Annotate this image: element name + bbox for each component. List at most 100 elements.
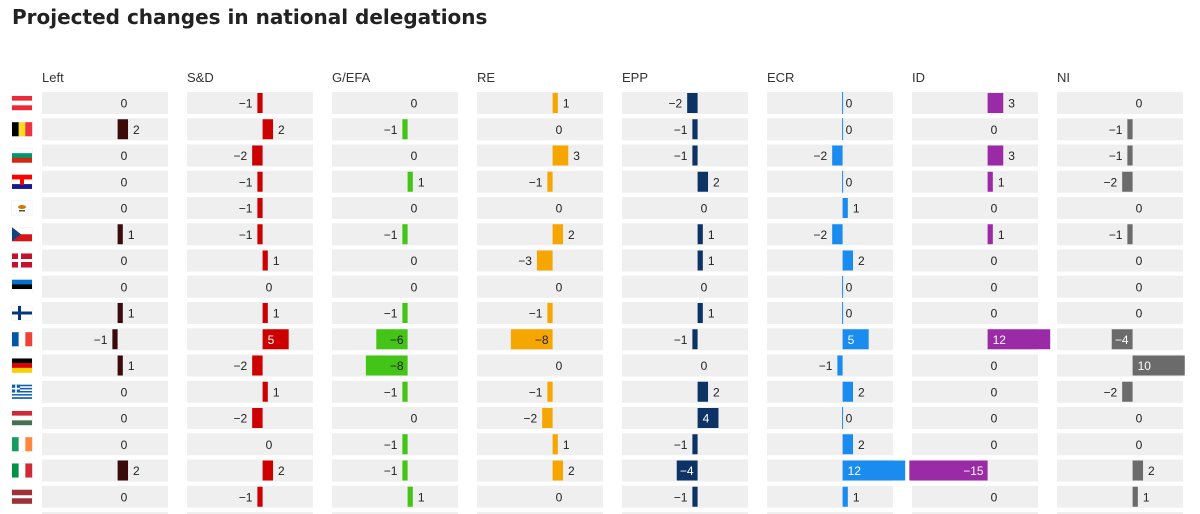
value-label: 1 xyxy=(563,97,570,111)
value-label: −1 xyxy=(384,307,398,321)
value-label: 0 xyxy=(846,97,853,111)
cell-greece-g-efa: −1 xyxy=(332,380,458,403)
bar xyxy=(552,434,558,455)
value-label: 0 xyxy=(701,359,708,373)
value-label: −1 xyxy=(384,123,398,137)
cell-background xyxy=(767,275,893,298)
cell-background xyxy=(1057,170,1183,193)
column-header-id: ID xyxy=(912,70,925,85)
cell-background xyxy=(912,433,1038,456)
bar xyxy=(842,329,869,350)
value-label: 2 xyxy=(713,175,720,189)
cell-background xyxy=(42,328,168,351)
bar xyxy=(117,460,129,481)
cell-background xyxy=(622,275,748,298)
bar xyxy=(262,250,268,271)
value-label: −1 xyxy=(239,97,253,111)
cell-denmark-re: −3 xyxy=(477,249,603,272)
cell-background xyxy=(477,433,603,456)
column-header-ni: NI xyxy=(1057,70,1070,85)
value-label: 10 xyxy=(1138,359,1152,373)
value-label: 0 xyxy=(1136,97,1143,111)
cell-ireland-ni: 0 xyxy=(1057,433,1183,456)
value-label: 1 xyxy=(128,359,135,373)
value-label: 12 xyxy=(848,464,862,478)
cell-ireland-id: 0 xyxy=(912,433,1038,456)
cell-background xyxy=(912,354,1038,377)
cell-background xyxy=(187,249,313,272)
bar xyxy=(257,171,263,192)
cell-background xyxy=(1057,433,1183,456)
cell-background xyxy=(767,485,893,508)
value-label: 2 xyxy=(1148,464,1155,478)
cell-background xyxy=(622,328,748,351)
cell-background xyxy=(42,249,168,272)
value-label: 2 xyxy=(278,464,285,478)
cell-austria-epp: −2 xyxy=(622,92,748,114)
cell-estonia-ecr: 0 xyxy=(767,275,893,298)
value-label: 1 xyxy=(128,307,135,321)
cell-background xyxy=(912,144,1038,167)
cell-france-epp: −1 xyxy=(622,328,748,351)
row-denmark: 0 1 0 −3 1 2 0 0 xyxy=(11,249,1183,272)
bar xyxy=(697,250,703,271)
bar xyxy=(1122,171,1133,192)
value-label: 3 xyxy=(573,149,580,163)
value-label: −1 xyxy=(674,438,688,452)
cell-background xyxy=(622,92,748,114)
bar xyxy=(697,381,709,402)
cell-ireland-s-d: 0 xyxy=(187,433,313,456)
cell-background xyxy=(767,512,893,514)
cell-austria-ecr: 0 xyxy=(767,92,893,114)
bar xyxy=(365,355,408,376)
value-label: −2 xyxy=(813,228,827,242)
cell-background xyxy=(332,144,458,167)
cell-background xyxy=(187,92,313,114)
cell-bulgaria-epp: −1 xyxy=(622,144,748,167)
cell-greece-ni: −2 xyxy=(1057,380,1183,403)
cell-hungary-epp: 4 xyxy=(622,407,748,429)
cell-background xyxy=(622,433,748,456)
cell-background xyxy=(767,328,893,351)
bar xyxy=(376,329,408,350)
cell-greece-ecr: 2 xyxy=(767,380,893,403)
flag-czechia-icon xyxy=(11,227,33,242)
cell-background xyxy=(42,407,168,429)
cell-france-ni: −4 xyxy=(1057,328,1183,351)
value-label: −1 xyxy=(674,333,688,347)
cell-germany-ecr: −1 xyxy=(767,354,893,377)
value-label: −1 xyxy=(1109,149,1123,163)
value-label: 0 xyxy=(121,490,128,504)
bar xyxy=(692,119,698,140)
bar xyxy=(987,329,1051,350)
value-label: 0 xyxy=(1136,438,1143,452)
column-header-epp: EPP xyxy=(622,70,648,85)
bar xyxy=(987,93,1004,113)
bar xyxy=(676,460,698,481)
cell-estonia-ni: 0 xyxy=(1057,275,1183,298)
cell-latvia-ecr: 1 xyxy=(767,485,893,508)
cell-background xyxy=(332,459,458,482)
bar xyxy=(687,93,698,113)
cell-croatia-ni: −2 xyxy=(1057,170,1183,193)
cell-czechia-id: 1 xyxy=(912,223,1038,246)
cell-background xyxy=(912,170,1038,193)
cell-greece-id: 0 xyxy=(912,380,1038,403)
bar xyxy=(402,381,408,402)
value-label: 0 xyxy=(991,280,998,294)
cell-background xyxy=(622,407,748,429)
row-czechia: 1 −1 −1 2 1 −2 1 −1 xyxy=(11,223,1183,246)
cell-hungary-left: 0 xyxy=(42,407,168,429)
cell-italy-id: −15 xyxy=(909,459,1038,482)
value-label: −2 xyxy=(233,412,247,426)
cell-ireland-ecr: 2 xyxy=(767,433,893,456)
cell-background xyxy=(1057,407,1183,429)
row-italy: 2 2 −1 2 −4 12 −15 2 xyxy=(11,459,1183,482)
cell-background xyxy=(332,512,458,514)
value-label: 2 xyxy=(133,464,140,478)
value-label: −1 xyxy=(819,359,833,373)
bar xyxy=(692,434,698,455)
value-label: 0 xyxy=(991,385,998,399)
bar xyxy=(542,408,553,428)
value-label: 0 xyxy=(121,280,128,294)
